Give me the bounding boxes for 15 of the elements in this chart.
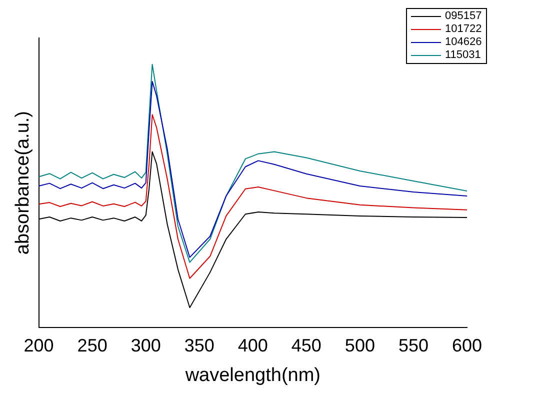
legend-label: 115031 <box>445 49 481 62</box>
y-axis-title: absorbance(a.u.) <box>12 110 34 255</box>
legend-label: 101722 <box>445 23 482 36</box>
legend-label: 104626 <box>445 36 482 49</box>
x-tick-label: 200 <box>24 335 54 356</box>
x-axis-title: wavelength(nm) <box>184 364 320 386</box>
x-tick-label: 500 <box>344 335 375 356</box>
x-tick-label: 350 <box>184 335 214 356</box>
legend-label: 095157 <box>445 10 482 23</box>
x-tick-label: 450 <box>291 335 322 356</box>
x-tick-label: 600 <box>452 335 482 356</box>
x-tick-label: 250 <box>77 335 108 356</box>
x-tick-label: 400 <box>238 335 268 356</box>
x-tick-label: 300 <box>130 335 161 356</box>
x-tick-label: 550 <box>398 335 428 356</box>
